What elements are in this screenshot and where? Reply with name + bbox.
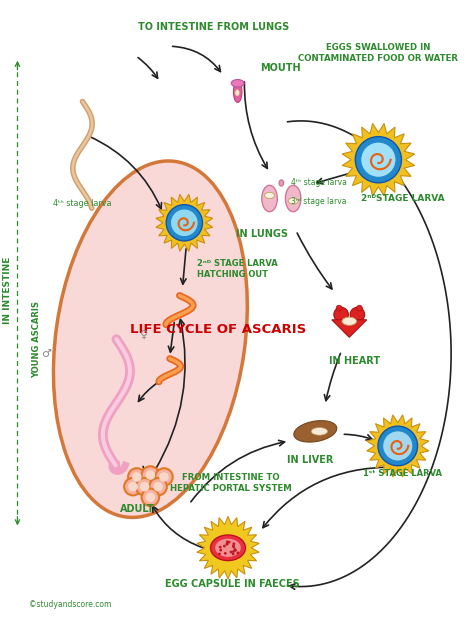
Circle shape [232,550,235,553]
Circle shape [128,468,146,486]
Circle shape [146,470,155,480]
Text: EGG CAPSULE IN FAECES: EGG CAPSULE IN FAECES [165,578,300,588]
Text: LIFE CYCLE OF ASCARIS: LIFE CYCLE OF ASCARIS [130,323,306,336]
Ellipse shape [311,428,328,435]
Circle shape [226,543,228,546]
Text: ♀: ♀ [139,329,147,339]
Circle shape [159,472,169,482]
Circle shape [146,493,155,502]
Ellipse shape [235,90,240,96]
Ellipse shape [210,535,246,561]
Text: ADULT: ADULT [120,504,155,514]
Text: 4ᵗʰ stage larva: 4ᵗʰ stage larva [291,178,347,187]
Polygon shape [197,516,259,579]
Ellipse shape [285,185,301,212]
Text: IN HEART: IN HEART [328,356,380,366]
Circle shape [140,482,149,491]
Circle shape [142,466,159,484]
Ellipse shape [262,185,277,212]
Text: 4ᵗʰ stage larva: 4ᵗʰ stage larva [54,199,112,208]
Circle shape [223,545,226,548]
Text: 1ˢᵗ STAGE LARVA: 1ˢᵗ STAGE LARVA [363,469,442,478]
Text: 2ⁿᴰSTAGE LARVA: 2ⁿᴰSTAGE LARVA [361,194,445,203]
Ellipse shape [294,421,337,442]
Text: IN LUNGS: IN LUNGS [236,229,288,239]
Ellipse shape [334,307,348,322]
Circle shape [153,482,163,491]
Text: ♂: ♂ [42,349,52,359]
Circle shape [149,478,167,495]
Text: EGGS SWALLOWED IN
CONTAMINATED FOOD OR WATER: EGGS SWALLOWED IN CONTAMINATED FOOD OR W… [298,43,458,63]
Circle shape [234,549,237,552]
Polygon shape [156,194,213,251]
Ellipse shape [54,161,247,518]
Circle shape [383,431,413,461]
Circle shape [237,552,239,554]
Ellipse shape [279,180,283,186]
Text: 2ⁿᴰ STAGE LARVA
HATCHING OUT: 2ⁿᴰ STAGE LARVA HATCHING OUT [197,259,278,279]
Circle shape [219,546,222,548]
Circle shape [128,482,138,491]
Text: YOUNG ASCARIS: YOUNG ASCARIS [32,300,41,377]
Polygon shape [342,123,415,196]
Circle shape [132,472,142,482]
Circle shape [219,549,222,552]
Circle shape [378,426,418,466]
Circle shape [336,305,342,311]
Circle shape [224,552,227,555]
Circle shape [166,205,202,241]
Circle shape [228,541,230,543]
Circle shape [232,553,235,555]
Ellipse shape [231,80,244,87]
Circle shape [155,468,173,486]
Text: FROM INTESTINE TO
HEPATIC PORTAL SYSTEM: FROM INTESTINE TO HEPATIC PORTAL SYSTEM [170,473,292,493]
Ellipse shape [233,81,242,103]
Text: TO INTESTINE FROM LUNGS: TO INTESTINE FROM LUNGS [138,22,289,32]
Circle shape [218,553,221,555]
Text: IN INTESTINE: IN INTESTINE [3,257,12,324]
Circle shape [361,142,396,177]
Circle shape [142,489,159,506]
Circle shape [356,136,401,183]
Ellipse shape [264,192,274,198]
Circle shape [226,540,228,543]
Ellipse shape [342,317,356,326]
Circle shape [226,542,229,545]
Ellipse shape [350,307,365,322]
Circle shape [232,545,235,547]
Polygon shape [332,320,367,337]
Circle shape [229,551,232,553]
Ellipse shape [215,539,241,557]
Circle shape [171,209,198,237]
Polygon shape [367,415,429,477]
Ellipse shape [288,198,298,204]
Circle shape [136,478,153,495]
Circle shape [232,546,235,548]
Circle shape [232,542,235,545]
Circle shape [356,305,362,311]
Text: MOUTH: MOUTH [260,63,301,73]
Text: IN LIVER: IN LIVER [287,456,334,466]
Text: ©studyandscore.com: ©studyandscore.com [29,600,111,608]
Circle shape [124,478,142,495]
Circle shape [234,548,236,551]
Text: 3ʳᵈ stage larva: 3ʳᵈ stage larva [291,197,346,206]
